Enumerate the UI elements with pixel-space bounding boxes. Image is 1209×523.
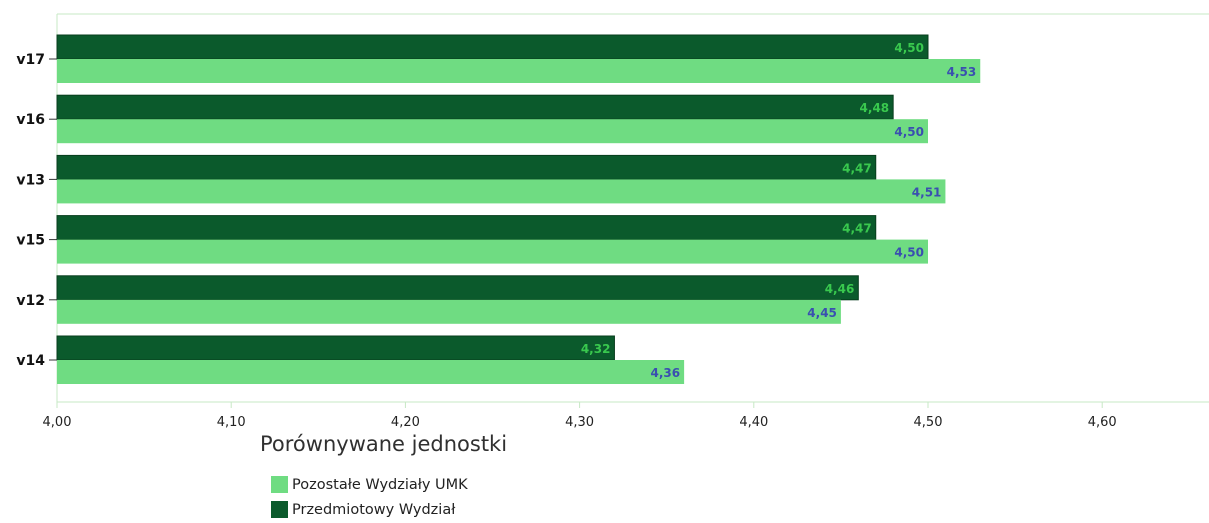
data-label-pozostale: 4,50	[894, 125, 924, 139]
legend-item-pozostale: Pozostałe Wydziały UMK	[271, 476, 468, 493]
data-label-pozostale: 4,36	[651, 366, 681, 380]
data-label-przedmiotowy: 4,47	[842, 222, 872, 236]
category-label: v14	[16, 353, 45, 369]
legend-label-pozostale: Pozostałe Wydziały UMK	[292, 476, 468, 493]
category-label: v13	[16, 172, 45, 188]
bar-pozostale	[57, 59, 981, 83]
x-tick-label: 4,40	[739, 415, 768, 430]
bar-przedmiotowy	[56, 215, 877, 241]
bar-pozostale	[57, 119, 928, 144]
data-label-pozostale: 4,45	[807, 306, 837, 320]
data-label-przedmiotowy: 4,48	[860, 101, 890, 115]
x-tick-label: 4,50	[914, 415, 943, 430]
category-label: v16	[16, 112, 45, 128]
bar-przedmiotowy	[56, 154, 877, 180]
legend: Porównywane jednostki Pozostałe Wydziały…	[258, 432, 508, 518]
legend-item-przedmiotowy: Przedmiotowy Wydział	[271, 501, 455, 518]
x-tick-label: 4,30	[565, 415, 594, 430]
category-label: v12	[16, 293, 45, 309]
x-tick-label: 4,60	[1088, 415, 1117, 430]
data-label-pozostale: 4,53	[947, 65, 977, 79]
category-label: v17	[16, 52, 45, 68]
legend-label-przedmiotowy: Przedmiotowy Wydział	[292, 501, 456, 518]
bar-pozostale	[57, 179, 946, 204]
category-label: v15	[16, 233, 45, 249]
bar-przedmiotowy	[56, 34, 929, 60]
legend-swatch-pozostale	[271, 476, 288, 493]
bar-przedmiotowy	[56, 275, 859, 301]
data-label-pozostale: 4,51	[912, 185, 942, 199]
x-tick-label: 4,00	[43, 415, 72, 430]
bar-przedmiotowy	[56, 335, 615, 361]
x-tick-label: 4,20	[391, 415, 420, 430]
data-label-przedmiotowy: 4,47	[842, 161, 872, 175]
data-label-przedmiotowy: 4,32	[581, 342, 611, 356]
legend-swatch-przedmiotowy	[271, 501, 288, 518]
legend-title: Porównywane jednostki	[260, 432, 508, 456]
x-tick-label: 4,10	[217, 415, 246, 430]
data-label-przedmiotowy: 4,46	[825, 282, 855, 296]
bar-pozostale	[57, 299, 841, 324]
bar-przedmiotowy	[56, 94, 894, 120]
data-label-pozostale: 4,50	[894, 246, 924, 260]
bar-pozostale	[57, 239, 928, 264]
data-label-przedmiotowy: 4,50	[894, 41, 924, 55]
bar-pozostale	[57, 360, 685, 384]
